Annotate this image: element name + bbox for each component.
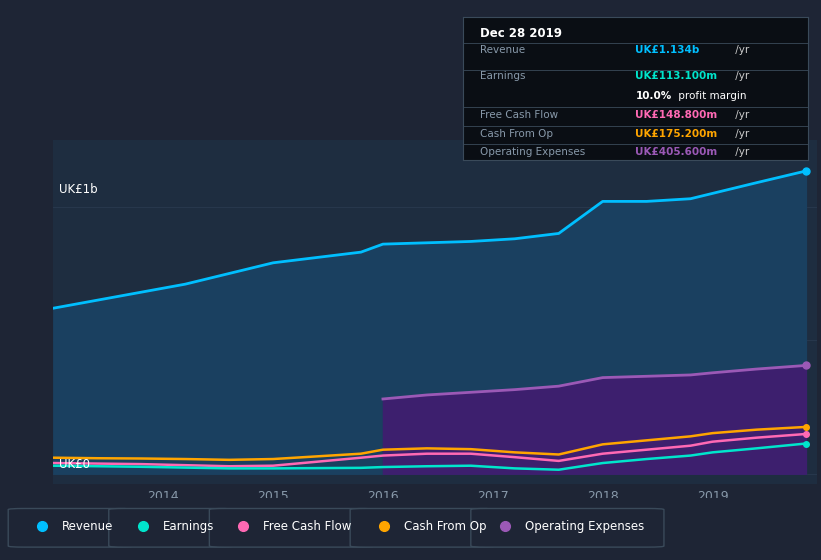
Text: 10.0%: 10.0%	[635, 91, 672, 101]
FancyBboxPatch shape	[350, 508, 495, 547]
Text: Cash From Op: Cash From Op	[404, 520, 487, 533]
FancyBboxPatch shape	[470, 508, 664, 547]
FancyBboxPatch shape	[8, 508, 133, 547]
Text: /yr: /yr	[732, 110, 750, 120]
Text: Cash From Op: Cash From Op	[480, 129, 553, 139]
Text: UK£1b: UK£1b	[59, 183, 98, 196]
Text: Dec 28 2019: Dec 28 2019	[480, 27, 562, 40]
Text: /yr: /yr	[732, 45, 750, 55]
FancyBboxPatch shape	[209, 508, 374, 547]
Text: Earnings: Earnings	[163, 520, 214, 533]
Text: UK£175.200m: UK£175.200m	[635, 129, 718, 139]
Text: Free Cash Flow: Free Cash Flow	[264, 520, 351, 533]
Text: Earnings: Earnings	[480, 71, 525, 81]
Text: Revenue: Revenue	[480, 45, 525, 55]
Text: /yr: /yr	[732, 147, 750, 157]
Text: UK£1.134b: UK£1.134b	[635, 45, 699, 55]
Text: Free Cash Flow: Free Cash Flow	[480, 110, 558, 120]
Text: UK£0: UK£0	[59, 458, 89, 471]
FancyBboxPatch shape	[108, 508, 233, 547]
Text: UK£113.100m: UK£113.100m	[635, 71, 718, 81]
Text: Operating Expenses: Operating Expenses	[480, 147, 585, 157]
Text: profit margin: profit margin	[675, 91, 746, 101]
Text: UK£405.600m: UK£405.600m	[635, 147, 718, 157]
Text: /yr: /yr	[732, 129, 750, 139]
Text: UK£148.800m: UK£148.800m	[635, 110, 718, 120]
Text: /yr: /yr	[732, 71, 750, 81]
Text: Operating Expenses: Operating Expenses	[525, 520, 644, 533]
Text: Revenue: Revenue	[62, 520, 113, 533]
